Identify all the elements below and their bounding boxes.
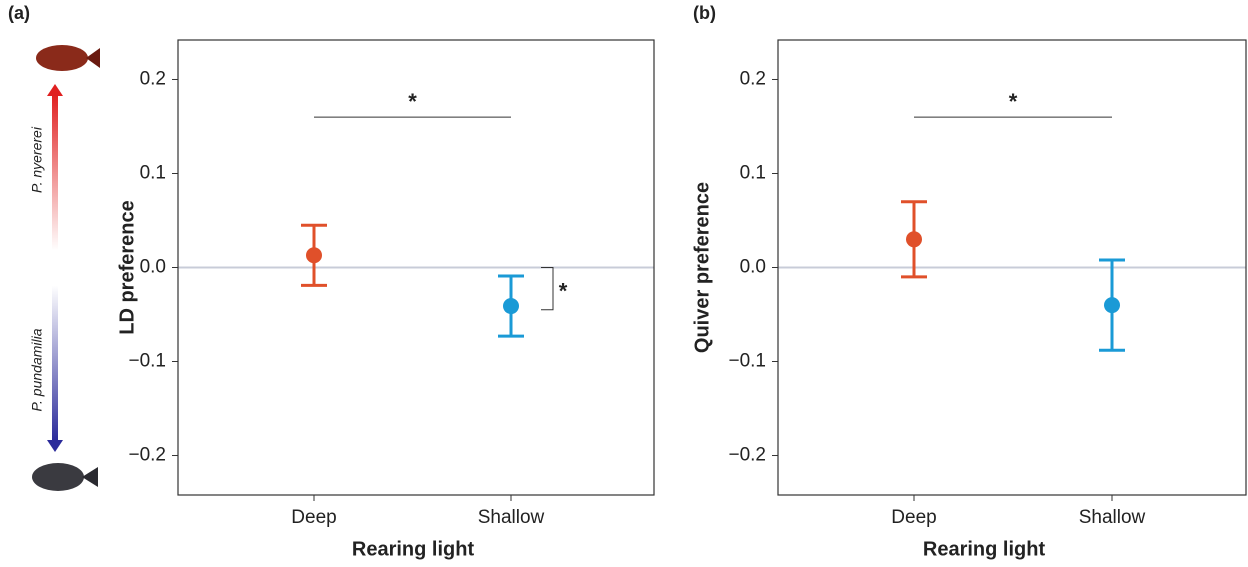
x-axis-label: Rearing light — [923, 538, 1046, 560]
significance-star: * — [1009, 89, 1018, 114]
fish-tail — [82, 467, 98, 487]
fish-nyererei — [36, 45, 88, 71]
point — [1104, 297, 1120, 314]
x-tick-label: Deep — [291, 507, 336, 528]
species-label: P. nyererei — [29, 126, 45, 193]
fish-pundamilia — [32, 463, 84, 491]
y-tick-label: 0.2 — [140, 68, 166, 89]
y-tick-label: −0.1 — [728, 351, 766, 372]
y-tick-label: −0.2 — [728, 445, 766, 466]
y-tick-label: 0.1 — [740, 163, 766, 184]
species-label: P. pundamilia — [29, 328, 45, 411]
panel-label: (a) — [8, 3, 30, 23]
y-tick-label: 0.2 — [740, 68, 766, 89]
y-tick-label: −0.1 — [128, 351, 166, 372]
fish-tail — [86, 48, 100, 68]
arrow-head — [47, 84, 63, 96]
x-tick-label: Deep — [891, 507, 936, 528]
point — [306, 247, 322, 264]
y-axis-label: LD preference — [116, 200, 138, 335]
arrow-head — [47, 440, 63, 452]
y-tick-label: 0.0 — [740, 257, 766, 278]
y-tick-label: 0.0 — [140, 257, 166, 278]
significance-bracket — [541, 267, 554, 311]
y-tick-label: −0.2 — [128, 445, 166, 466]
panel-label: (b) — [693, 3, 716, 23]
significance-star: * — [408, 89, 417, 114]
point — [906, 231, 922, 248]
arrow-shaft — [52, 94, 58, 442]
y-axis-label: Quiver preference — [691, 182, 713, 353]
significance-star: * — [559, 278, 568, 303]
x-axis-label: Rearing light — [352, 538, 475, 560]
species-guide — [32, 45, 100, 491]
point — [503, 298, 519, 315]
x-tick-label: Shallow — [478, 507, 545, 528]
x-tick-label: Shallow — [1079, 507, 1146, 528]
y-tick-label: 0.1 — [140, 163, 166, 184]
